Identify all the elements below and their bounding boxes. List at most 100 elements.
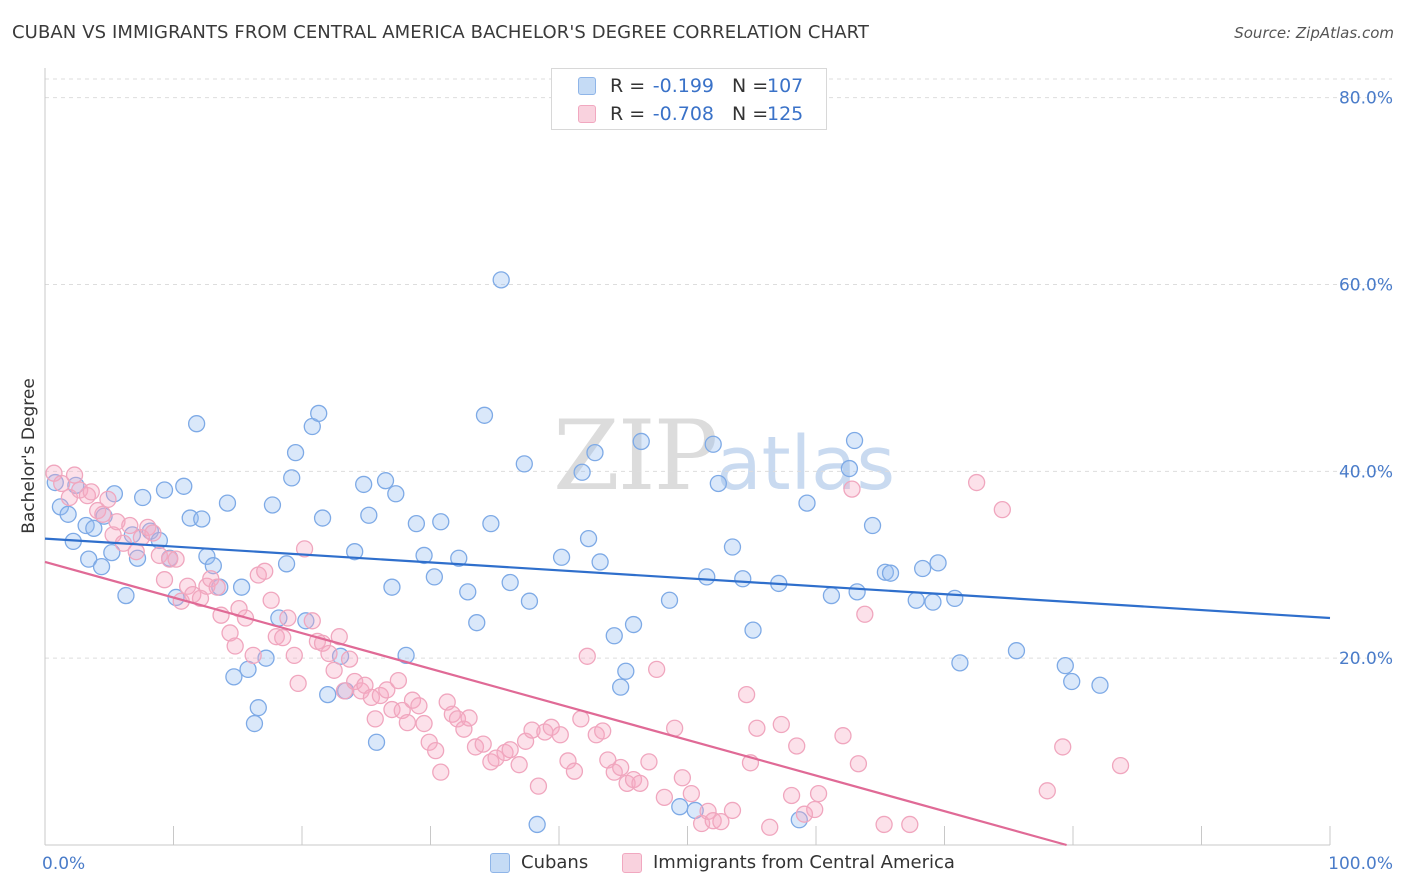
cubans-point (840, 459, 859, 478)
cubans-point (946, 589, 964, 608)
cubans-point (225, 668, 243, 686)
central-america-point (901, 815, 919, 834)
central-america-point (155, 571, 174, 589)
cubans-point (425, 568, 444, 586)
legend-r-value: -0.708 (652, 103, 714, 125)
cubans-point (376, 472, 395, 490)
cubans-point (848, 583, 866, 601)
x-tick-label: 0.0% (42, 854, 85, 874)
central-america-point (795, 805, 814, 823)
central-america-point (389, 671, 408, 690)
cubans-point (355, 475, 373, 494)
central-america-point (244, 646, 262, 665)
central-america-point (1054, 738, 1072, 756)
cubans-point (573, 463, 591, 481)
tick-labels: 20.0% 40.0% 60.0% 80.0% 0.0% 100.0% Bachelor's… (19, 89, 1393, 874)
cubans-point (103, 543, 121, 562)
cubans-point (1091, 676, 1109, 694)
central-america-point (631, 774, 649, 792)
central-america-point (788, 737, 806, 755)
cubans-point (218, 494, 237, 512)
cubans-point (450, 549, 468, 567)
cubans-point (744, 621, 762, 639)
central-america-point (108, 513, 126, 531)
central-america-point (640, 753, 658, 771)
cubans-point (310, 404, 328, 423)
cubans-point (407, 515, 426, 533)
central-america-trend-line (44, 560, 1067, 847)
central-america-point (578, 647, 596, 665)
source-label: Source: ZipAtlas.com (1234, 24, 1394, 42)
cubans-point (591, 553, 609, 571)
central-america-point (474, 735, 492, 753)
cubans-point (245, 714, 264, 733)
cubans-point (881, 564, 900, 582)
central-america-point (340, 650, 359, 668)
central-america-point (378, 681, 396, 699)
central-america-point (849, 755, 868, 773)
central-america-point (967, 473, 986, 492)
y-tick-label: 40.0% (1339, 462, 1393, 482)
bottom-legend-label-central-america: Immigrants from Central America (653, 852, 955, 873)
central-america-point (455, 720, 473, 738)
central-america-point (426, 742, 445, 760)
central-america-point (262, 591, 280, 609)
cubans-point (698, 568, 716, 586)
central-america-point (565, 762, 584, 780)
cubans-point (528, 815, 546, 834)
legend-swatch-cubans (578, 77, 596, 95)
central-america-point (487, 749, 505, 767)
central-america-point (398, 713, 417, 732)
legend-n-value: 125 (767, 103, 804, 125)
cubans-point (822, 586, 841, 605)
cubans-point (367, 733, 386, 751)
chart-title: CUBAN VS IMMIGRANTS FROM CENTRAL AMERICA… (12, 22, 870, 43)
central-america-point (772, 715, 790, 734)
central-america-point (346, 672, 364, 691)
y-axis-title: Bachelor's Degree (19, 378, 39, 534)
central-america-point (460, 709, 478, 727)
central-america-point (256, 562, 274, 580)
central-america-point (53, 474, 71, 493)
cubans-point (475, 406, 494, 424)
central-america-point (65, 466, 84, 484)
cubans-point (612, 678, 630, 696)
cubans-point (232, 578, 251, 596)
central-america-point (150, 546, 169, 565)
cubans-point (257, 649, 275, 667)
cubans-point (1063, 672, 1081, 691)
cubans-point (876, 563, 895, 581)
cubans-point (283, 469, 301, 487)
cubans-point (468, 614, 486, 632)
central-america-point (723, 801, 742, 820)
cubans-point (624, 615, 643, 634)
central-america-point (167, 550, 185, 568)
legend-row-cubans: R = -0.199 N = 107 (552, 72, 826, 100)
cubans-point (432, 513, 450, 531)
central-america-point (761, 818, 779, 836)
central-america-point (443, 705, 461, 723)
cubans-point (579, 529, 598, 548)
cubans-point (85, 519, 103, 537)
cubans-point (914, 559, 932, 578)
cubans-point (187, 415, 206, 433)
central-america-point (160, 550, 179, 568)
cubans-point (117, 586, 135, 605)
central-america-point (682, 784, 701, 803)
axes (44, 68, 1331, 846)
cubans-point (459, 583, 477, 601)
central-america-point (655, 788, 674, 807)
data-points (45, 271, 1130, 836)
cubans-point (552, 548, 571, 566)
cubans-point (723, 538, 742, 556)
central-america-point (501, 741, 519, 759)
cubans-point (951, 654, 969, 672)
correlation-legend: R = -0.199 N = 107 R = -0.708 N = 125 (551, 68, 827, 130)
central-america-point (529, 777, 548, 795)
central-america-point (221, 624, 239, 642)
central-america-point (1111, 756, 1130, 775)
cubans-point (204, 557, 222, 575)
central-america-point (267, 628, 285, 646)
cubans-point (134, 488, 152, 507)
cubans-point (929, 554, 947, 572)
